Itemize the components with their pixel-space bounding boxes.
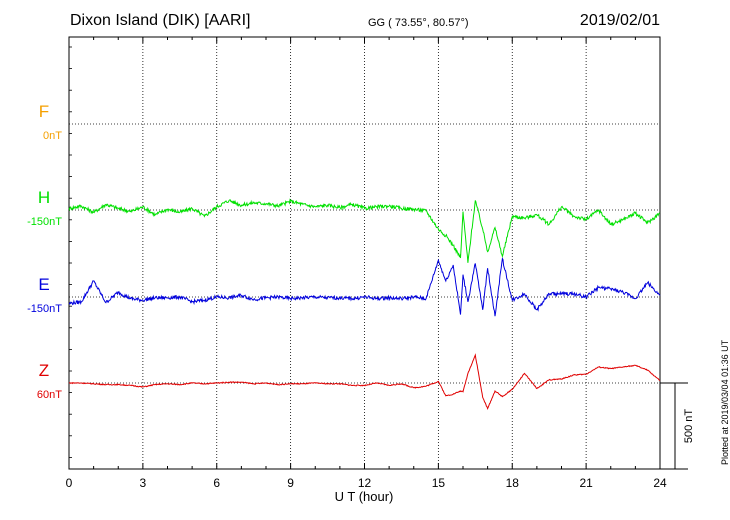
station-title: Dixon Island (DIK) [AARI] bbox=[70, 12, 251, 29]
series-offset-f: 0nT bbox=[43, 130, 62, 142]
series-name-h: H bbox=[38, 188, 50, 207]
series-name-e: E bbox=[38, 275, 49, 294]
series-name-z: Z bbox=[39, 361, 49, 380]
geographic-coordinates: GG ( 73.55°, 80.57°) bbox=[368, 17, 469, 29]
x-tick-label: 18 bbox=[506, 476, 520, 490]
x-axis-label: U T (hour) bbox=[335, 489, 394, 504]
series-offset-e: -150nT bbox=[27, 303, 62, 315]
scale-bar-label: 500 nT bbox=[683, 409, 695, 444]
x-tick-label: 15 bbox=[432, 476, 446, 490]
x-tick-label: 9 bbox=[287, 476, 294, 490]
series-line-z bbox=[68, 353, 661, 410]
x-tick-label: 12 bbox=[358, 476, 372, 490]
series-offset-z: 60nT bbox=[37, 389, 62, 401]
plotted-note: Plotted at 2019/03/04 01:36 UT bbox=[720, 339, 730, 465]
x-tick-label: 21 bbox=[579, 476, 593, 490]
series-lines bbox=[68, 198, 661, 410]
chart-date: 2019/02/01 bbox=[579, 12, 660, 29]
x-axis-ticks: 0 3 6 9 12 15 18 21 24 bbox=[66, 37, 667, 490]
x-tick-label: 24 bbox=[653, 476, 667, 490]
x-tick-label: 6 bbox=[213, 476, 220, 490]
series-name-f: F bbox=[39, 102, 49, 121]
series-labels: F 0nT H -150nT E -150nT Z 60nT bbox=[27, 102, 62, 401]
series-line-e bbox=[68, 257, 661, 317]
series-line-h bbox=[68, 198, 661, 263]
x-tick-label: 0 bbox=[66, 476, 73, 490]
series-offset-h: -150nT bbox=[27, 216, 62, 228]
grid-lines bbox=[69, 37, 660, 469]
scale-bar: 500 nT bbox=[660, 382, 695, 470]
x-tick-label: 3 bbox=[140, 476, 147, 490]
